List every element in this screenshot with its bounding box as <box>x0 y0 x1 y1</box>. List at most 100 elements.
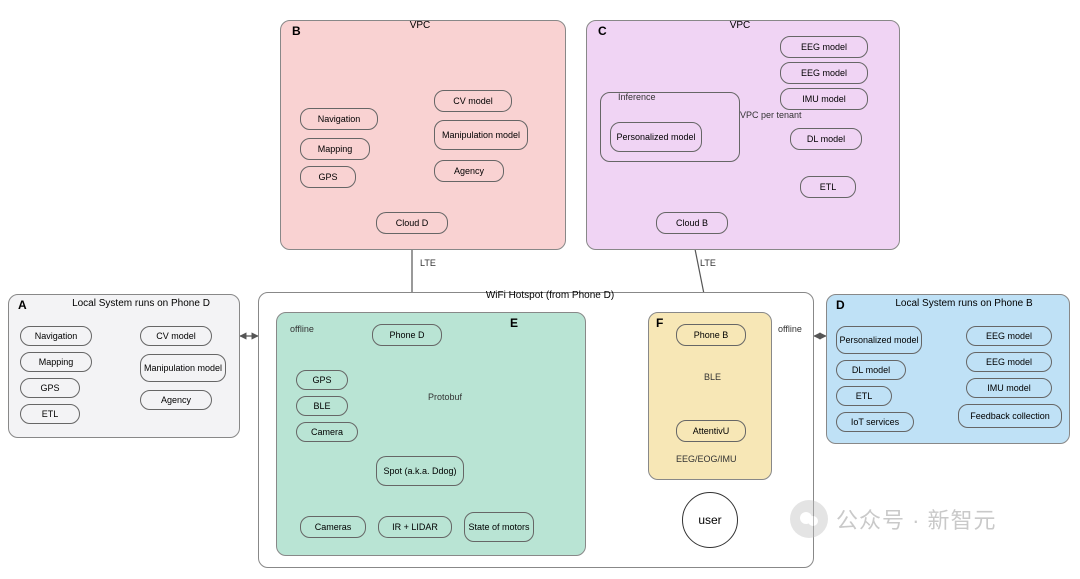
node-label: DL model <box>807 134 845 144</box>
node-label: ETL <box>42 409 59 419</box>
node-label: IoT services <box>851 417 899 427</box>
node-c-cloud_b: Cloud B <box>656 212 728 234</box>
node-e-ble: BLE <box>296 396 348 416</box>
node-label: CV model <box>453 96 493 106</box>
node-a-cv_model: CV model <box>140 326 212 346</box>
node-label: Feedback collection <box>970 411 1050 421</box>
label-offline-left: offline <box>290 324 314 334</box>
node-label: EEG model <box>801 42 847 52</box>
node-d-feedback: Feedback collection <box>958 404 1062 428</box>
node-label: Mapping <box>39 357 74 367</box>
label-lte-left: LTE <box>420 258 436 268</box>
node-label: Agency <box>161 395 191 405</box>
label-offline-right: offline <box>778 324 802 334</box>
node-label: Phone D <box>389 330 424 340</box>
node-a-agency: Agency <box>140 390 212 410</box>
node-label: BLE <box>313 401 330 411</box>
node-b-gps: GPS <box>300 166 356 188</box>
label-vpc-per-tenant: VPC per tenant <box>740 110 802 120</box>
region-b-letter: B <box>292 24 301 38</box>
node-e-gps: GPS <box>296 370 348 390</box>
node-label: Agency <box>454 166 484 176</box>
node-label: Mapping <box>318 144 353 154</box>
node-label: EEG model <box>801 68 847 78</box>
node-e-spot: Spot (a.k.a. Ddog) <box>376 456 464 486</box>
node-c-eeg2: EEG model <box>780 62 868 84</box>
watermark-text: 公众号 · 新智元 <box>836 503 997 535</box>
node-d-eeg2: EEG model <box>966 352 1052 372</box>
node-label: Navigation <box>318 114 361 124</box>
node-label: Phone B <box>694 330 729 340</box>
node-e-camera: Camera <box>296 422 358 442</box>
node-b-manip: Manipulation model <box>434 120 528 150</box>
inference-inner-label: Inference <box>618 92 656 102</box>
node-e-cameras: Cameras <box>300 516 366 538</box>
node-d-eeg1: EEG model <box>966 326 1052 346</box>
node-a-navigation: Navigation <box>20 326 92 346</box>
node-label: IR + LIDAR <box>392 522 438 532</box>
node-label: Manipulation model <box>144 363 222 373</box>
node-label: GPS <box>40 383 59 393</box>
node-e-phone_d: Phone D <box>372 324 442 346</box>
label-protobuf: Protobuf <box>428 392 462 402</box>
node-b-cv_model: CV model <box>434 90 512 112</box>
node-label: Navigation <box>35 331 78 341</box>
node-c-imu: IMU model <box>780 88 868 110</box>
region-wifi-title: WiFi Hotspot (from Phone D) <box>460 290 640 301</box>
node-a-etl: ETL <box>20 404 80 424</box>
node-e-motors: State of motors <box>464 512 534 542</box>
node-c-personalized: Personalized model <box>610 122 702 152</box>
node-label: AttentivU <box>693 426 730 436</box>
node-d-iot: IoT services <box>836 412 914 432</box>
node-c-eeg1: EEG model <box>780 36 868 58</box>
node-label: Personalized model <box>839 335 918 345</box>
node-f-attentivu: AttentivU <box>676 420 746 442</box>
node-label: DL model <box>852 365 890 375</box>
region-a-letter: A <box>18 298 27 312</box>
node-label: GPS <box>312 375 331 385</box>
node-label: Camera <box>311 427 343 437</box>
region-c-letter: C <box>598 24 607 38</box>
node-b-agency: Agency <box>434 160 504 182</box>
label-ble-f: BLE <box>704 372 721 382</box>
node-label: IMU model <box>987 383 1031 393</box>
node-label: Manipulation model <box>442 130 520 140</box>
region-f-letter: F <box>656 316 663 330</box>
node-f-phone_b: Phone B <box>676 324 746 346</box>
region-b-title: VPC <box>380 20 460 31</box>
node-label: GPS <box>318 172 337 182</box>
node-label: EEG model <box>986 331 1032 341</box>
node-label: Cameras <box>315 522 352 532</box>
wechat-icon <box>790 500 828 538</box>
node-a-mapping: Mapping <box>20 352 92 372</box>
node-label: ETL <box>856 391 873 401</box>
node-label: CV model <box>156 331 196 341</box>
watermark: 公众号 · 新智元 <box>790 500 997 538</box>
node-d-personalized: Personalized model <box>836 326 922 354</box>
node-label: IMU model <box>802 94 846 104</box>
node-label: EEG model <box>986 357 1032 367</box>
region-d-letter: D <box>836 298 845 312</box>
node-label: Cloud B <box>676 218 708 228</box>
node-a-manip: Manipulation model <box>140 354 226 382</box>
region-e-letter: E <box>510 316 518 330</box>
label-lte-right: LTE <box>700 258 716 268</box>
node-b-mapping: Mapping <box>300 138 370 160</box>
node-label: State of motors <box>468 522 529 532</box>
user-label: user <box>698 513 721 527</box>
node-b-cloud_d: Cloud D <box>376 212 448 234</box>
node-c-dl_model: DL model <box>790 128 862 150</box>
region-a-title: Local System runs on Phone D <box>56 298 226 309</box>
node-a-gps: GPS <box>20 378 80 398</box>
node-label: Cloud D <box>396 218 429 228</box>
region-d-title: Local System runs on Phone B <box>874 298 1054 309</box>
node-label: ETL <box>820 182 837 192</box>
node-label: Personalized model <box>616 132 695 142</box>
region-c-title: VPC <box>700 20 780 31</box>
node-label: Spot (a.k.a. Ddog) <box>383 466 456 476</box>
node-e-ir: IR + LIDAR <box>378 516 452 538</box>
node-d-etl: ETL <box>836 386 892 406</box>
node-c-etl: ETL <box>800 176 856 198</box>
node-b-navigation: Navigation <box>300 108 378 130</box>
node-d-dl_model: DL model <box>836 360 906 380</box>
